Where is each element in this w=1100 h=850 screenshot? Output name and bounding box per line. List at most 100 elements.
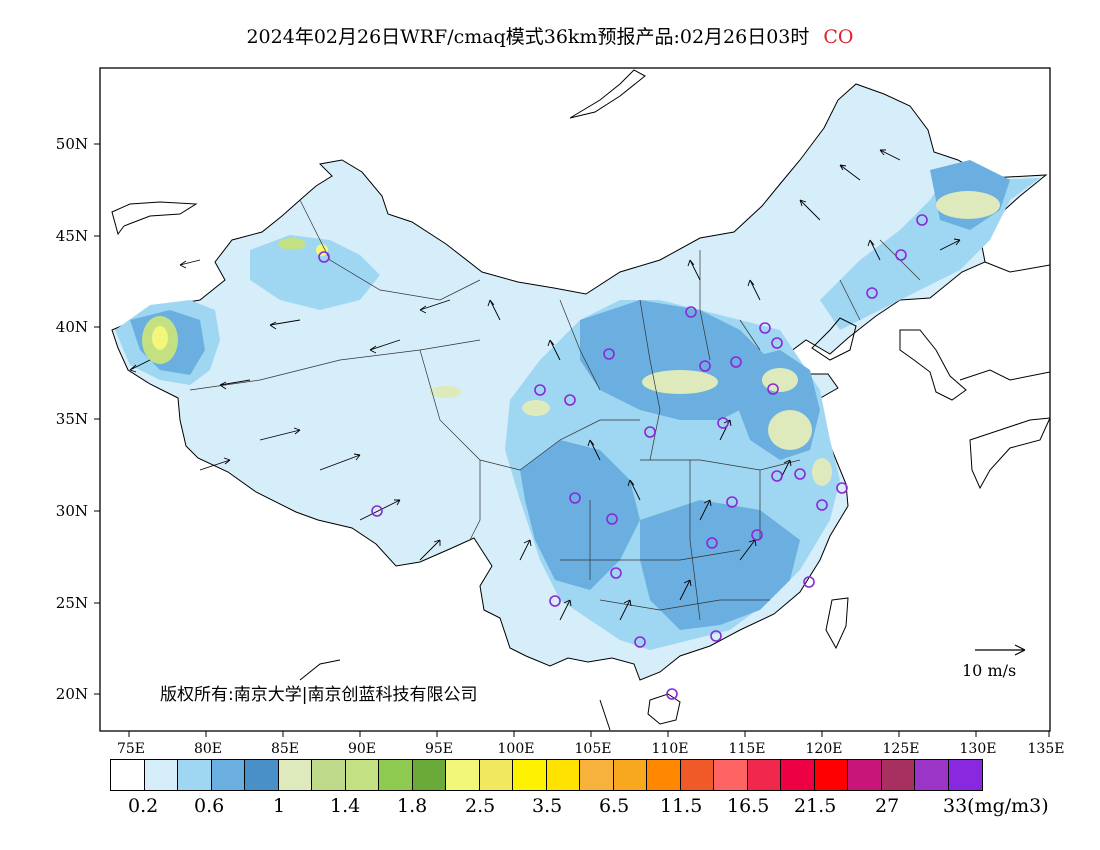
copyright-credit: 版权所有:南京大学|南京创蓝科技有限公司: [160, 685, 478, 705]
station-marker: [803, 576, 815, 588]
legend-swatch: [948, 760, 982, 790]
legend-swatch: [848, 760, 882, 790]
lon-label: 75E: [117, 741, 145, 757]
station-marker: [706, 537, 718, 549]
lon-label: 130E: [960, 741, 997, 757]
lat-label: 45N: [56, 227, 88, 245]
legend-swatch: [513, 760, 547, 790]
legend-swatch: [379, 760, 413, 790]
legend-swatch: [345, 760, 379, 790]
lon-label: 120E: [806, 741, 843, 757]
legend-swatch: [479, 760, 513, 790]
legend-swatch: [245, 760, 279, 790]
legend-swatch: [747, 760, 781, 790]
legend-label: 1: [273, 795, 286, 817]
station-marker: [710, 630, 722, 642]
lat-label: 30N: [56, 502, 88, 520]
station-marker: [771, 337, 783, 349]
lon-label: 135E: [1028, 741, 1065, 757]
station-marker: [726, 496, 738, 508]
legend-label: 27: [875, 795, 900, 817]
station-marker: [794, 468, 806, 480]
hotspot-shanghai: [812, 458, 832, 486]
station-marker: [751, 529, 763, 541]
lon-label: 100E: [498, 741, 535, 757]
station-marker: [717, 417, 729, 429]
legend-swatch: [915, 760, 949, 790]
station-marker: [685, 306, 697, 318]
legend-label: 1.8: [397, 795, 428, 817]
lat-label: 50N: [56, 135, 88, 153]
station-marker: [634, 636, 646, 648]
legend-label: 16.5: [727, 795, 770, 817]
latitude-axis: 50N 45N 40N 35N 30N 25N 20N: [56, 135, 100, 703]
legend-label: 21.5: [794, 795, 837, 817]
legend-swatch: [881, 760, 915, 790]
station-marker: [644, 426, 656, 438]
hotspot-qinghai: [430, 386, 462, 398]
hotspot-north-china-plain: [642, 370, 718, 394]
station-marker: [771, 470, 783, 482]
coastlines: [111, 69, 1050, 731]
station-marker: [816, 499, 828, 511]
hotspot-gansu: [522, 400, 550, 416]
legend-label: 6.5: [599, 795, 630, 817]
legend-label: 1.4: [330, 795, 361, 817]
legend-swatch: [680, 760, 714, 790]
legend-swatch: [814, 760, 848, 790]
lat-label: 25N: [56, 594, 88, 612]
lon-label: 115E: [729, 741, 766, 757]
station-marker: [569, 492, 581, 504]
lon-label: 80E: [194, 741, 222, 757]
station-marker: [759, 322, 771, 334]
wind-vectors: [129, 149, 961, 621]
monitoring-stations: [318, 214, 928, 700]
station-marker: [699, 360, 711, 372]
station-marker: [895, 249, 907, 261]
station-marker: [534, 384, 546, 396]
hotspot-yili: [278, 238, 306, 250]
legend-swatch: [446, 760, 480, 790]
legend-label: 11.5: [660, 795, 703, 817]
legend-swatch: [714, 760, 748, 790]
station-marker: [730, 356, 742, 368]
lon-label: 95E: [425, 741, 453, 757]
station-marker: [836, 482, 848, 494]
map-body: [111, 69, 1050, 731]
title-text: 2024年02月26日WRF/cmaq模式36km预报产品:02月26日03时: [246, 26, 810, 48]
hotspot-kashgar-core: [152, 326, 168, 350]
province-boundaries: [189, 199, 921, 621]
legend-label: 3.5: [532, 795, 563, 817]
station-marker: [318, 251, 330, 263]
legend-swatch: [613, 760, 647, 790]
legend-swatch: [412, 760, 446, 790]
hotspot-jiangsu: [768, 410, 812, 450]
legend-swatch: [781, 760, 815, 790]
legend-label: 0.2: [128, 795, 159, 817]
species-label: CO: [823, 26, 854, 48]
station-marker: [767, 383, 779, 395]
hotspot-northeast: [936, 191, 1000, 219]
legend-label: 33(mg/m3): [943, 795, 1049, 817]
co-zone-xinjiang-north: [250, 235, 380, 310]
legend-swatch: [312, 760, 346, 790]
legend-label: 2.5: [465, 795, 496, 817]
station-marker: [866, 287, 878, 299]
hotspot-urumqi: [316, 244, 328, 256]
lon-label: 105E: [575, 741, 612, 757]
legend-swatch: [580, 760, 614, 790]
lon-label: 110E: [652, 741, 689, 757]
legend-swatch: [546, 760, 580, 790]
station-marker: [603, 348, 615, 360]
legend-swatch: [111, 760, 145, 790]
legend-swatch: [178, 760, 212, 790]
station-marker: [666, 688, 678, 700]
colorbar-legend: [110, 759, 983, 791]
station-marker: [564, 394, 576, 406]
lon-label: 125E: [883, 741, 920, 757]
hotspot-shandong: [762, 368, 798, 392]
wind-scale-label: 10 m/s: [962, 661, 1017, 680]
legend-swatch: [211, 760, 245, 790]
lon-label: 90E: [348, 741, 376, 757]
